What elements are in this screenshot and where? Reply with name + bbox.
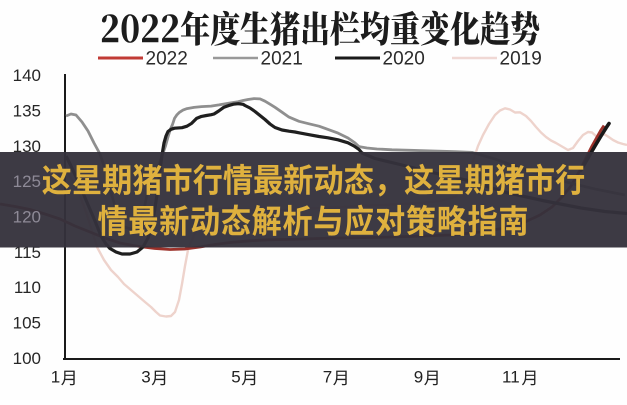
svg-text:135: 135: [13, 101, 41, 120]
svg-text:120: 120: [13, 208, 41, 227]
svg-text:1: 1: [51, 368, 60, 387]
svg-text:2020: 2020: [383, 49, 425, 70]
svg-text:2019: 2019: [500, 49, 542, 70]
svg-text:125: 125: [13, 172, 41, 191]
svg-text:105: 105: [13, 314, 41, 333]
svg-text:100: 100: [13, 349, 41, 368]
svg-text:110: 110: [14, 278, 41, 297]
svg-text:130: 130: [13, 137, 41, 156]
svg-text:3: 3: [141, 368, 150, 387]
svg-text:2022: 2022: [146, 49, 188, 70]
svg-text:115: 115: [14, 243, 41, 262]
svg-text:11: 11: [502, 368, 520, 387]
svg-text:140: 140: [13, 66, 41, 85]
svg-text:9: 9: [414, 368, 423, 387]
svg-text:2021: 2021: [261, 49, 303, 70]
svg-text:5: 5: [231, 368, 240, 387]
svg-text:7: 7: [323, 368, 332, 387]
